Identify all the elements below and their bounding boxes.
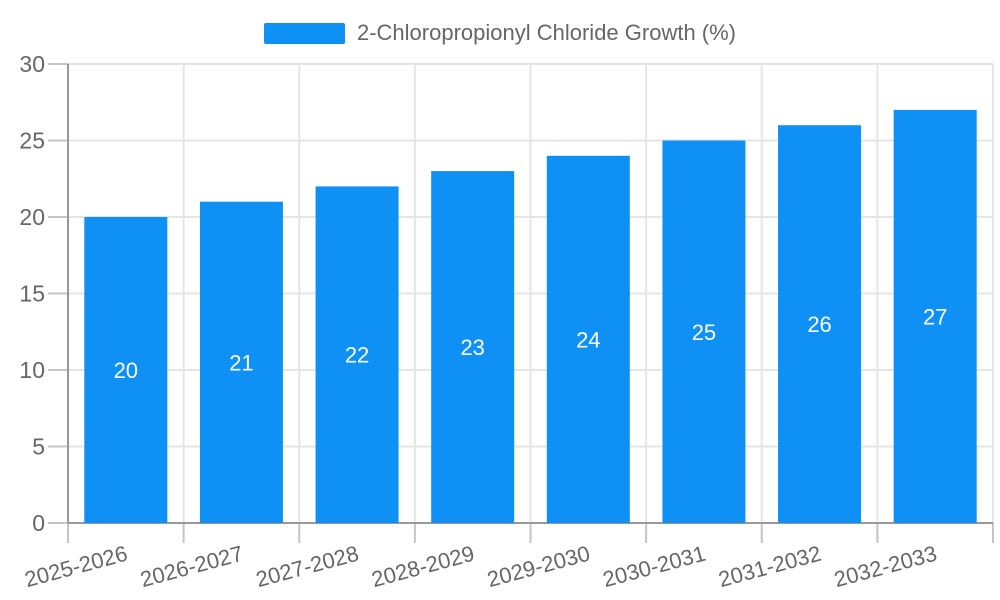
y-tick-label: 20 [19, 204, 45, 230]
x-tick-label: 2028-2029 [369, 541, 477, 592]
bar-value-label: 23 [460, 335, 484, 360]
bar-value-label: 27 [923, 304, 947, 329]
bar[interactable] [893, 109, 977, 524]
x-tick-label: 2025-2026 [22, 541, 130, 592]
x-tick-label: 2032-2033 [831, 541, 939, 592]
bar[interactable] [431, 171, 515, 523]
y-tick-label: 0 [32, 510, 45, 536]
bar-value-label: 20 [114, 358, 138, 383]
legend-label: 2-Chloropropionyl Chloride Growth (%) [356, 20, 737, 45]
bar[interactable] [662, 140, 746, 524]
bar-value-label: 26 [807, 312, 831, 337]
y-tick-label: 30 [19, 51, 45, 77]
bar-value-label: 24 [576, 327, 600, 352]
y-tick-label: 10 [19, 357, 45, 383]
x-tick-label: 2030-2031 [600, 541, 708, 592]
x-tick-label: 2027-2028 [253, 541, 361, 592]
bar[interactable] [199, 201, 283, 523]
bar-value-label: 21 [229, 350, 253, 375]
legend[interactable]: 2-Chloropropionyl Chloride Growth (%) [0, 20, 1000, 46]
bar[interactable] [546, 155, 630, 524]
bar-value-label: 22 [345, 343, 369, 368]
x-tick-label: 2026-2027 [138, 541, 246, 592]
y-tick-label: 25 [19, 128, 45, 154]
y-tick-label: 5 [32, 434, 45, 460]
y-tick-label: 15 [19, 281, 45, 307]
bar[interactable] [84, 217, 168, 523]
legend-swatch-icon [263, 22, 345, 44]
x-tick-label: 2029-2030 [485, 541, 593, 592]
bar-value-label: 25 [692, 320, 716, 345]
x-tick-label: 2031-2032 [716, 541, 824, 592]
bar[interactable] [778, 125, 862, 523]
bar[interactable] [315, 186, 399, 523]
